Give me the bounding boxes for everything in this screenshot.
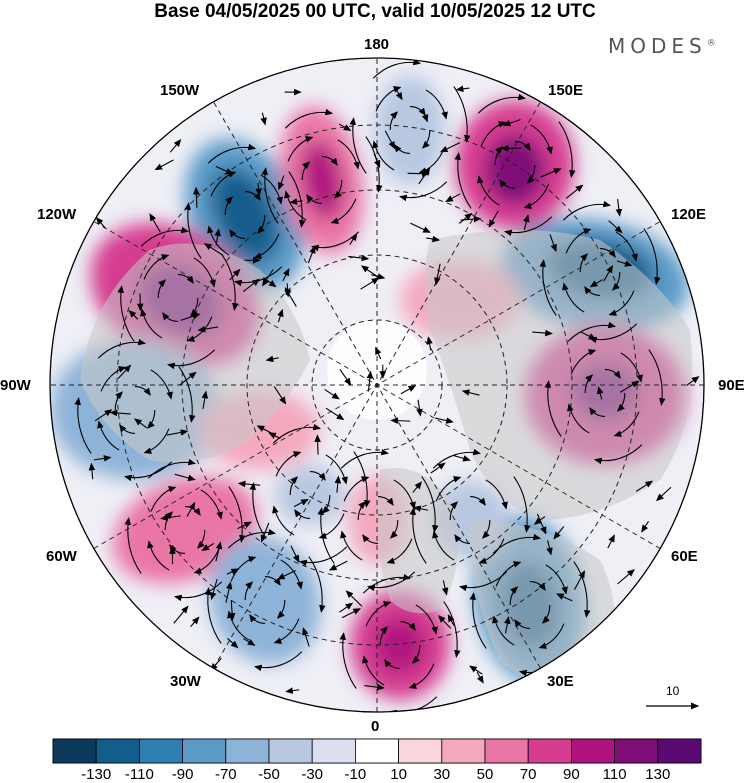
colorbar-tick-label: 110 <box>593 766 637 783</box>
lon-label-60e: 60E <box>671 548 698 566</box>
colorbar-cell <box>615 739 658 763</box>
lon-label-30w: 30W <box>170 673 201 691</box>
colorbar-tick-label: 130 <box>636 766 680 783</box>
colorbar-tick-label: 10 <box>377 766 421 783</box>
colorbar-tick-label: -110 <box>117 766 161 783</box>
colorbar-tick-label: 90 <box>549 766 593 783</box>
colorbar-tick-label: 50 <box>463 766 507 783</box>
colorbar-cell <box>399 739 442 763</box>
colorbar-tick-label: -50 <box>247 766 291 783</box>
wind-arrow <box>391 420 410 421</box>
wind-arrow <box>317 435 318 454</box>
colorbar-cell <box>183 739 226 763</box>
colorbar-cell <box>53 739 96 763</box>
anomaly-blob <box>275 465 345 525</box>
lon-label-90w: 90W <box>0 377 31 395</box>
lon-label-120w: 120W <box>37 206 76 224</box>
lon-label-150e: 150E <box>548 82 583 100</box>
colorbar-tick-label: 30 <box>420 766 464 783</box>
lon-label-120e: 120E <box>671 206 706 224</box>
colorbar-cell <box>312 739 355 763</box>
lon-label-60w: 60W <box>46 548 77 566</box>
colorbar-cell <box>485 739 528 763</box>
lon-label-0: 0 <box>371 718 379 736</box>
colorbar <box>53 739 701 763</box>
lon-label-150w: 150W <box>160 82 199 100</box>
anomaly-blob <box>375 75 445 185</box>
colorbar-cell <box>139 739 182 763</box>
polar-map <box>0 0 750 783</box>
reference-vector-label: 10 <box>666 684 679 698</box>
colorbar-tick-label: -30 <box>290 766 334 783</box>
colorbar-cell <box>658 739 701 763</box>
colorbar-cell <box>528 739 571 763</box>
colorbar-cell <box>571 739 614 763</box>
lon-label-30e: 30E <box>547 673 574 691</box>
colorbar-tick-label: -10 <box>333 766 377 783</box>
colorbar-tick-label: -70 <box>204 766 248 783</box>
colorbar-cell <box>96 739 139 763</box>
colorbar-tick-label: 70 <box>506 766 550 783</box>
colorbar-cell <box>226 739 269 763</box>
lon-label-180: 180 <box>364 36 389 54</box>
colorbar-cell <box>442 739 485 763</box>
colorbar-tick-label: -90 <box>161 766 205 783</box>
wind-arrow <box>196 188 197 208</box>
lon-label-90e: 90E <box>718 377 745 395</box>
colorbar-tick-label: -130 <box>74 766 118 783</box>
colorbar-cell <box>355 739 398 763</box>
anomaly-field <box>50 58 704 713</box>
anomaly-blob <box>375 617 425 673</box>
colorbar-cell <box>269 739 312 763</box>
